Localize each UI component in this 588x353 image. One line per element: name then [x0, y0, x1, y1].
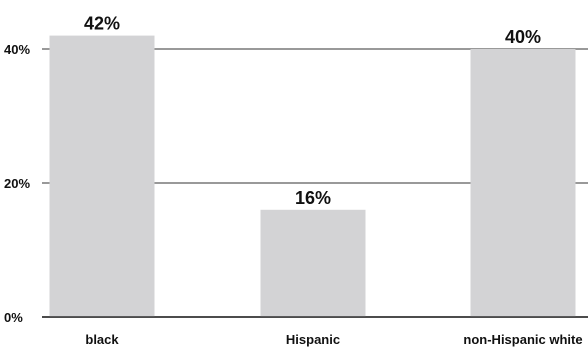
bar-hispanic — [260, 209, 366, 317]
y-tick-label: 0% — [4, 310, 23, 325]
data-label: 40% — [505, 27, 541, 47]
bar-non-hispanic-white — [470, 49, 576, 317]
y-tick-label: 20% — [4, 176, 30, 191]
data-label: 42% — [84, 14, 120, 34]
category-label: Hispanic — [286, 332, 340, 347]
y-tick-label: 40% — [4, 42, 30, 57]
category-label: non-Hispanic white — [463, 332, 582, 347]
category-label: black — [85, 332, 119, 347]
data-label: 16% — [295, 188, 331, 208]
bar-black — [49, 35, 155, 317]
